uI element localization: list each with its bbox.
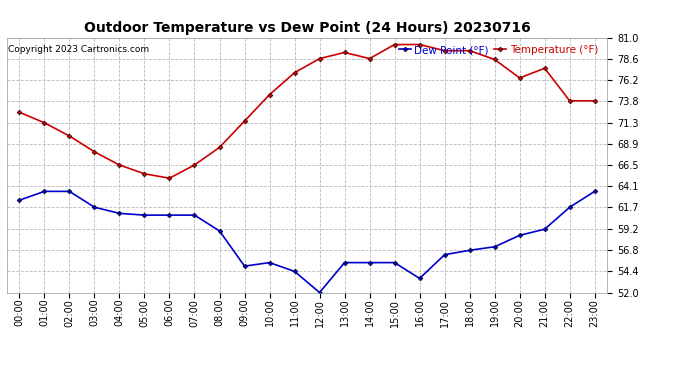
Dew Point (°F) — [515, 233, 524, 238]
Dew Point (°F) — [340, 260, 348, 265]
Temperature (°F) — [215, 145, 224, 150]
Temperature (°F) — [240, 119, 248, 123]
Temperature (°F) — [415, 42, 424, 47]
Title: Outdoor Temperature vs Dew Point (24 Hours) 20230716: Outdoor Temperature vs Dew Point (24 Hou… — [83, 21, 531, 35]
Dew Point (°F) — [115, 211, 124, 216]
Temperature (°F) — [266, 92, 274, 97]
Legend: Dew Point (°F), Temperature (°F): Dew Point (°F), Temperature (°F) — [397, 44, 599, 56]
Dew Point (°F) — [66, 189, 74, 194]
Dew Point (°F) — [266, 260, 274, 265]
Dew Point (°F) — [215, 229, 224, 233]
Temperature (°F) — [340, 50, 348, 55]
Dew Point (°F) — [540, 227, 549, 231]
Dew Point (°F) — [166, 213, 174, 217]
Dew Point (°F) — [40, 189, 48, 194]
Temperature (°F) — [591, 99, 599, 103]
Dew Point (°F) — [415, 276, 424, 280]
Dew Point (°F) — [591, 189, 599, 194]
Temperature (°F) — [115, 163, 124, 167]
Dew Point (°F) — [90, 205, 99, 210]
Dew Point (°F) — [140, 213, 148, 217]
Temperature (°F) — [466, 48, 474, 53]
Temperature (°F) — [566, 99, 574, 103]
Dew Point (°F) — [466, 248, 474, 252]
Temperature (°F) — [90, 150, 99, 154]
Temperature (°F) — [515, 76, 524, 80]
Temperature (°F) — [66, 134, 74, 138]
Dew Point (°F) — [315, 290, 324, 295]
Dew Point (°F) — [391, 260, 399, 265]
Dew Point (°F) — [15, 198, 23, 202]
Text: Copyright 2023 Cartronics.com: Copyright 2023 Cartronics.com — [8, 45, 149, 54]
Line: Temperature (°F): Temperature (°F) — [18, 43, 596, 180]
Dew Point (°F) — [366, 260, 374, 265]
Dew Point (°F) — [440, 252, 449, 257]
Temperature (°F) — [440, 48, 449, 53]
Temperature (°F) — [40, 120, 48, 125]
Line: Dew Point (°F): Dew Point (°F) — [18, 190, 596, 294]
Temperature (°F) — [166, 176, 174, 180]
Temperature (°F) — [140, 171, 148, 176]
Dew Point (°F) — [290, 269, 299, 274]
Dew Point (°F) — [491, 244, 499, 249]
Dew Point (°F) — [240, 264, 248, 268]
Dew Point (°F) — [566, 205, 574, 210]
Temperature (°F) — [315, 56, 324, 61]
Dew Point (°F) — [190, 213, 199, 217]
Temperature (°F) — [190, 163, 199, 167]
Temperature (°F) — [290, 70, 299, 75]
Temperature (°F) — [391, 42, 399, 47]
Temperature (°F) — [15, 110, 23, 114]
Temperature (°F) — [366, 56, 374, 61]
Temperature (°F) — [491, 57, 499, 62]
Temperature (°F) — [540, 66, 549, 70]
